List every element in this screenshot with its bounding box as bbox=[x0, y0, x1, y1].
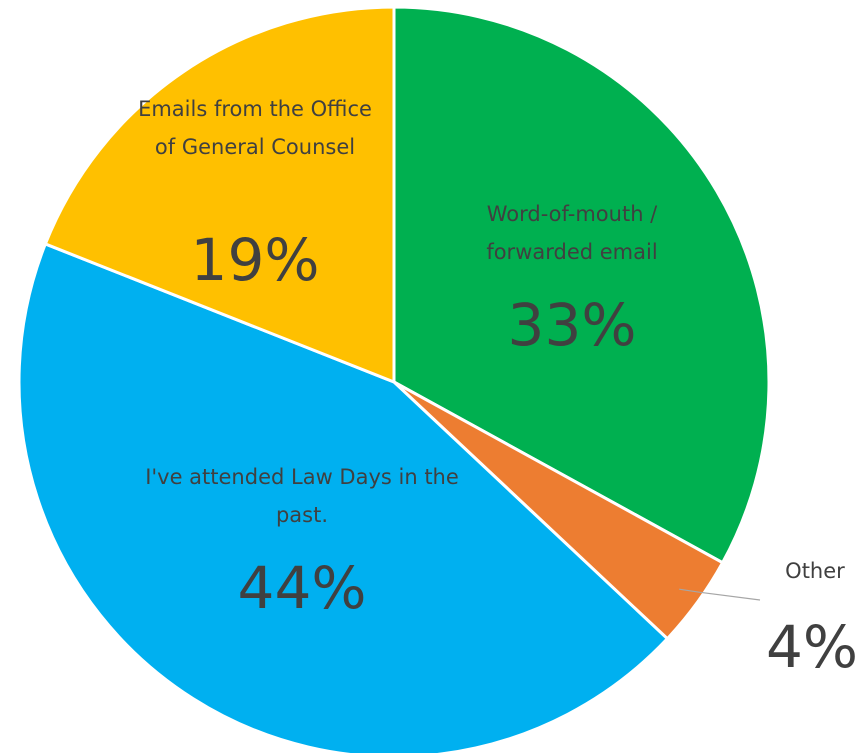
slice-value-label: 19% bbox=[190, 226, 320, 294]
pie-slice bbox=[43, 5, 396, 385]
pie-slice bbox=[392, 5, 771, 565]
slice-value-label: 33% bbox=[507, 291, 637, 359]
slice-value-label: 4% bbox=[765, 613, 859, 681]
pie-slice bbox=[17, 242, 670, 753]
slice-label: Other bbox=[785, 559, 845, 583]
slice-label: Emails from the Office of General Counse… bbox=[138, 97, 372, 159]
leader-line bbox=[679, 588, 761, 601]
slice-label: Word-of-mouth / forwarded email bbox=[486, 202, 658, 264]
slice-label: I've attended Law Days in the past. bbox=[145, 465, 459, 527]
slice-value-label: 44% bbox=[237, 554, 367, 622]
